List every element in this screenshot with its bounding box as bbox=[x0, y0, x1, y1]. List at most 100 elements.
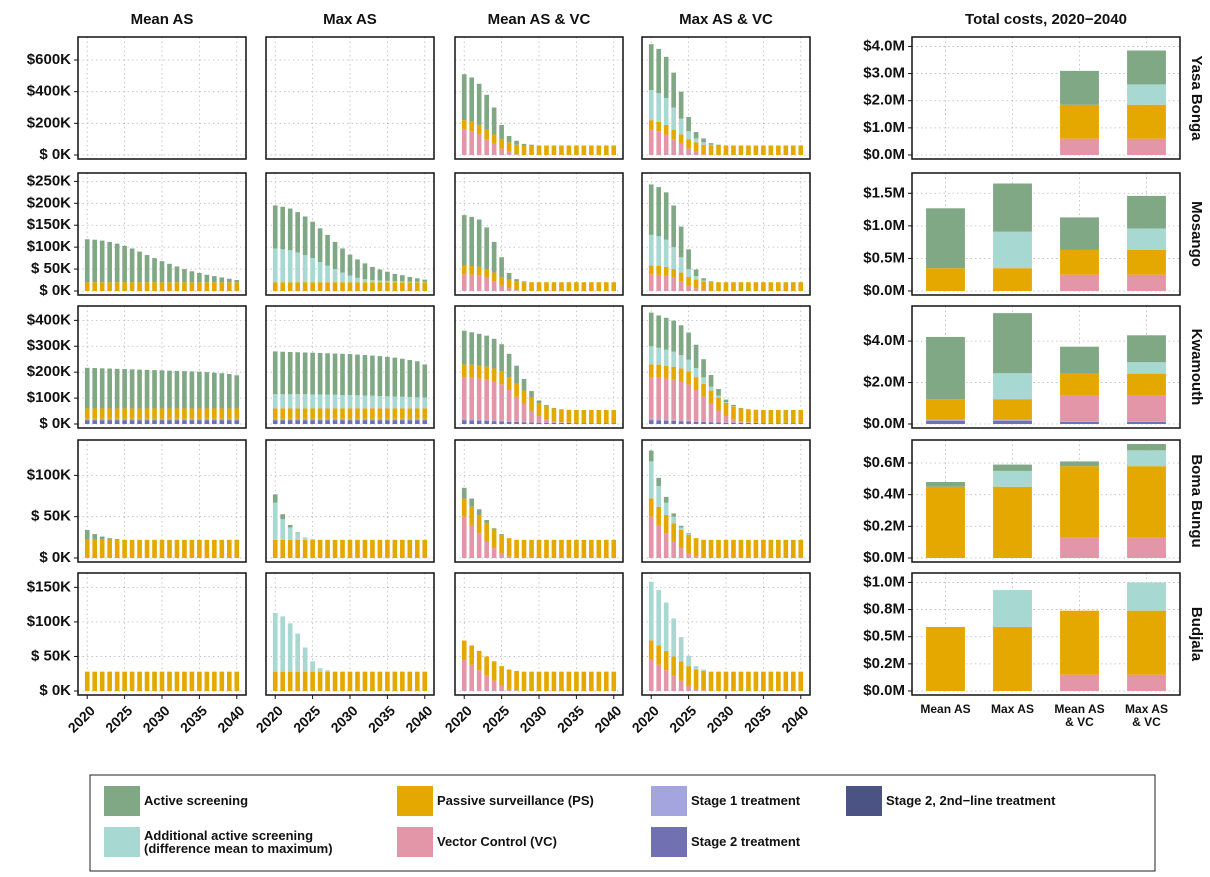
total-bar-segment bbox=[1060, 70, 1099, 105]
bar-segment bbox=[159, 408, 165, 419]
bar-segment bbox=[499, 553, 504, 558]
bar-segment bbox=[686, 534, 691, 554]
bar-segment bbox=[701, 421, 706, 424]
bar-segment bbox=[234, 375, 240, 409]
bar-segment bbox=[648, 129, 654, 155]
bar-segment bbox=[144, 539, 150, 558]
totals-title: Total costs, 2020−2040 bbox=[965, 11, 1127, 28]
bar-segment bbox=[370, 671, 375, 691]
bar-segment bbox=[340, 272, 345, 283]
bar-segment bbox=[99, 536, 105, 540]
bar-segment bbox=[400, 358, 405, 397]
bar-segment bbox=[484, 227, 489, 270]
bar-segment bbox=[716, 389, 721, 396]
bar-segment bbox=[204, 372, 210, 409]
panel-border bbox=[265, 36, 435, 160]
bar-segment bbox=[355, 354, 360, 396]
bar-segment bbox=[671, 656, 676, 676]
bar-segment bbox=[234, 282, 240, 291]
bar-segment bbox=[92, 418, 98, 421]
bar-segment bbox=[716, 145, 721, 155]
bar-segment bbox=[701, 359, 706, 378]
y-tick-label: $100K bbox=[27, 613, 71, 630]
bar-segment bbox=[392, 281, 398, 283]
bar-segment bbox=[499, 344, 504, 372]
bar-segment bbox=[521, 539, 527, 558]
total-bar-segment bbox=[993, 626, 1032, 691]
bar-segment bbox=[693, 151, 699, 155]
bar-segment bbox=[167, 282, 172, 291]
total-bar-segment bbox=[926, 268, 965, 291]
bar-segment bbox=[701, 278, 706, 281]
bar-segment bbox=[392, 418, 398, 421]
panel-border bbox=[265, 172, 435, 296]
bar-segment bbox=[385, 418, 390, 421]
bar-segment bbox=[499, 276, 504, 286]
bar-segment bbox=[701, 290, 706, 291]
bar-segment bbox=[362, 355, 368, 396]
bar-segment bbox=[84, 671, 90, 691]
panel-border bbox=[911, 172, 1181, 296]
x-tick-label: 2030 bbox=[516, 702, 549, 735]
bar-segment bbox=[491, 241, 497, 273]
bar-segment bbox=[362, 671, 368, 691]
bar-segment bbox=[663, 317, 669, 350]
bar-segment bbox=[656, 364, 662, 378]
bar-segment bbox=[656, 315, 662, 348]
bar-segment bbox=[514, 144, 519, 155]
bar-segment bbox=[746, 145, 751, 155]
bar-segment bbox=[362, 539, 368, 558]
bar-segment bbox=[656, 93, 662, 122]
bar-segment bbox=[461, 377, 467, 419]
bar-segment bbox=[182, 420, 187, 424]
bar-segment bbox=[84, 418, 90, 421]
bar-segment bbox=[536, 282, 542, 291]
bar-segment bbox=[422, 397, 428, 409]
bar-segment bbox=[400, 420, 405, 424]
bar-segment bbox=[107, 282, 112, 291]
bar-segment bbox=[197, 273, 202, 283]
total-bar-segment bbox=[1060, 674, 1099, 691]
bar-segment bbox=[701, 280, 706, 282]
panel-border bbox=[454, 439, 624, 563]
bar-segment bbox=[693, 276, 699, 280]
bar-segment bbox=[708, 143, 714, 145]
bar-segment bbox=[589, 671, 594, 691]
bar-segment bbox=[385, 282, 390, 291]
bar-segment bbox=[521, 145, 527, 155]
bar-segment bbox=[663, 502, 669, 516]
total-bar-segment bbox=[1127, 228, 1166, 250]
bar-segment bbox=[197, 539, 202, 558]
total-bar-segment bbox=[1060, 610, 1099, 675]
bar-segment bbox=[272, 418, 278, 421]
bar-segment bbox=[212, 420, 217, 424]
bar-segment bbox=[287, 420, 293, 424]
bar-segment bbox=[686, 148, 691, 155]
bar-segment bbox=[686, 332, 691, 360]
bar-segment bbox=[671, 277, 676, 291]
bar-segment bbox=[362, 263, 368, 280]
bar-segment bbox=[499, 666, 504, 686]
bar-segment bbox=[671, 351, 676, 367]
bar-segment bbox=[355, 539, 360, 558]
bar-segment bbox=[648, 420, 654, 424]
bar-segment bbox=[603, 671, 609, 691]
total-bar-segment bbox=[1127, 195, 1166, 229]
bar-segment bbox=[325, 539, 330, 558]
bar-segment bbox=[581, 410, 587, 423]
bar-segment bbox=[317, 539, 323, 558]
bar-segment bbox=[469, 274, 475, 291]
bar-segment bbox=[310, 671, 315, 691]
bar-segment bbox=[499, 534, 504, 554]
bar-segment bbox=[693, 669, 699, 689]
bar-segment bbox=[174, 282, 180, 291]
bar-segment bbox=[355, 671, 360, 691]
bar-segment bbox=[663, 670, 669, 691]
bar-segment bbox=[753, 409, 759, 423]
bar-segment bbox=[663, 134, 669, 155]
bar-segment bbox=[370, 282, 375, 291]
bar-segment bbox=[144, 671, 150, 691]
bar-segment bbox=[529, 391, 534, 398]
bar-segment bbox=[536, 539, 542, 558]
